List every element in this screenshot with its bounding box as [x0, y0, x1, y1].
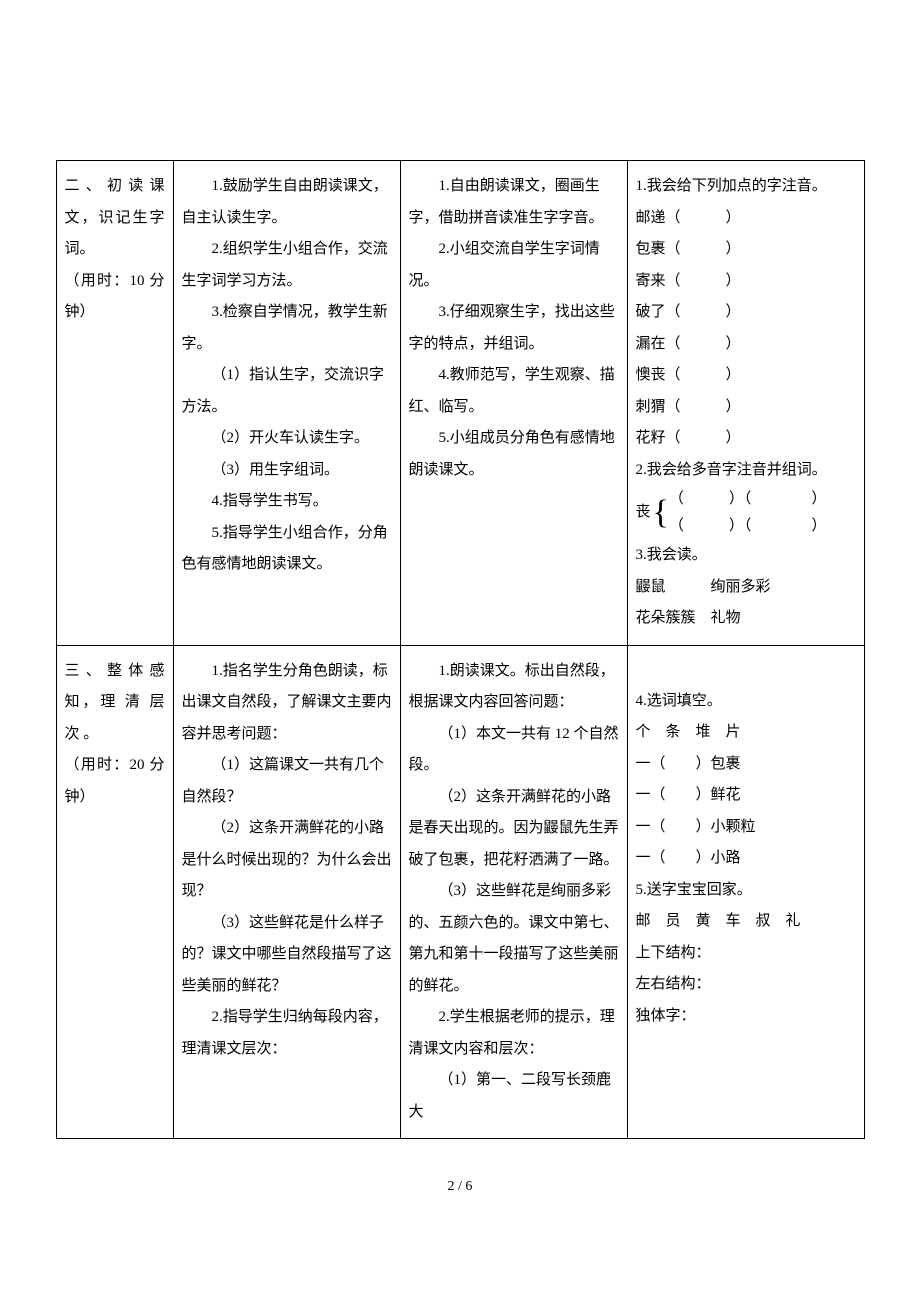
activity-item: 1.自由朗读课文，圈画生字，借助拼音读准生字字音。	[409, 171, 619, 234]
exercise-options: 个 条 堆 片	[636, 717, 856, 749]
teacher-activity-cell: 1.鼓励学生自由朗读课文，自主认读生字。 2.组织学生小组合作，交流生字词学习方…	[173, 161, 400, 646]
page-container: 二、初读课文，识记生字词。 （用时：10 分钟） 1.鼓励学生自由朗读课文，自主…	[0, 160, 920, 1195]
section-header-cell: 三、整体感知，理 清 层 次 。 （用时：20 分钟）	[56, 645, 173, 1139]
exercise-head: 1.我会给下列加点的字注音。	[636, 171, 856, 203]
exercise-item: 鼹鼠 绚丽多彩	[636, 572, 856, 604]
table-row: 二、初读课文，识记生字词。 （用时：10 分钟） 1.鼓励学生自由朗读课文，自主…	[56, 161, 864, 646]
exercise-item: 刺猬（ ）	[636, 392, 856, 424]
activity-item: （1）本文一共有 12 个自然段。	[409, 719, 619, 782]
activity-item: 3.仔细观察生字，找出这些字的特点，并组词。	[409, 297, 619, 360]
activity-item: （1）这篇课文一共有几个自然段？	[182, 750, 392, 813]
brace-icon: {	[653, 496, 669, 530]
exercise-item: 花籽（ ）	[636, 423, 856, 455]
activity-item: 3.检察自学情况，教学生新字。	[182, 297, 392, 360]
exercise-head: 2.我会给多音字注音并组词。	[636, 455, 856, 487]
activity-item: 1.鼓励学生自由朗读课文，自主认读生字。	[182, 171, 392, 234]
exercise-head: 4.选词填空。	[636, 686, 856, 718]
activity-item: （3）这些鲜花是绚丽多彩的、五颜六色的。课文中第七、第九和第十一段描写了这些美丽…	[409, 876, 619, 1002]
exercise-item: 一（ ）鲜花	[636, 780, 856, 812]
activity-item: 1.朗读课文。标出自然段，根据课文内容回答问题：	[409, 656, 619, 719]
activity-item: 1.指名学生分角色朗读，标出课文自然段，了解课文主要内容并思考问题：	[182, 656, 392, 751]
activity-item: 2.组织学生小组合作，交流生字词学习方法。	[182, 234, 392, 297]
brace-character: 丧	[636, 497, 651, 529]
activity-item: 5.指导学生小组合作，分角色有感情地朗读课文。	[182, 518, 392, 581]
activity-item: （2）这条开满鲜花的小路是春天出现的。因为鼹鼠先生弄破了包裹，把花籽洒满了一路。	[409, 782, 619, 877]
brace-line-top: （ ）（ ）	[669, 486, 827, 513]
exercise-head: 3.我会读。	[636, 540, 856, 572]
activity-item: （3）这些鲜花是什么样子的？课文中哪些自然段描写了这些美丽的鲜花？	[182, 908, 392, 1003]
exercise-item: 一（ ）包裹	[636, 749, 856, 781]
section-title: 二、初读课文，识记生字词。	[65, 171, 165, 266]
exercise-chars: 邮 员 黄 车 叔 礼	[636, 906, 856, 938]
activity-item: （1）指认生字，交流识字方法。	[182, 360, 392, 423]
page-number: 2 / 6	[0, 1179, 920, 1195]
exercise-cell: 1.我会给下列加点的字注音。 邮递（ ） 包裹（ ） 寄来（ ） 破了（ ） 漏…	[627, 161, 864, 646]
brace-line-bot: （ ）（ ）	[669, 513, 827, 540]
exercise-item: 一（ ）小路	[636, 843, 856, 875]
student-activity-cell: 1.自由朗读课文，圈画生字，借助拼音读准生字字音。 2.小组交流自学生字词情况。…	[400, 161, 627, 646]
activity-item: 5.小组成员分角色有感情地朗读课文。	[409, 423, 619, 486]
exercise-item: 独体字：	[636, 1001, 856, 1033]
exercise-item: 包裹（ ）	[636, 234, 856, 266]
activity-item: 2.指导学生归纳每段内容，理清课文层次：	[182, 1002, 392, 1065]
exercise-item: 懊丧（ ）	[636, 360, 856, 392]
activity-item: 2.学生根据老师的提示，理清课文内容和层次：	[409, 1002, 619, 1065]
section-time: （用时：20 分钟）	[65, 750, 165, 813]
exercise-item: 邮递（ ）	[636, 203, 856, 235]
exercise-item: 漏在（ ）	[636, 329, 856, 361]
activity-item: 2.小组交流自学生字词情况。	[409, 234, 619, 297]
lesson-table: 二、初读课文，识记生字词。 （用时：10 分钟） 1.鼓励学生自由朗读课文，自主…	[56, 160, 865, 1139]
section-title: 三、整体感知，理 清 层 次 。	[65, 656, 165, 751]
table-row: 三、整体感知，理 清 层 次 。 （用时：20 分钟） 1.指名学生分角色朗读，…	[56, 645, 864, 1139]
exercise-head: 5.送字宝宝回家。	[636, 875, 856, 907]
activity-item: （3）用生字组词。	[182, 455, 392, 487]
activity-item: （1）第一、二段写长颈鹿大	[409, 1065, 619, 1128]
exercise-item: 破了（ ）	[636, 297, 856, 329]
activity-item: （2）开火车认读生字。	[182, 423, 392, 455]
section-header-cell: 二、初读课文，识记生字词。 （用时：10 分钟）	[56, 161, 173, 646]
activity-item: 4.指导学生书写。	[182, 486, 392, 518]
exercise-item: 花朵簇簇 礼物	[636, 603, 856, 635]
exercise-cell: 4.选词填空。 个 条 堆 片 一（ ）包裹 一（ ）鲜花 一（ ）小颗粒 一（…	[627, 645, 864, 1139]
activity-item: （2）这条开满鲜花的小路是什么时候出现的？为什么会出现？	[182, 813, 392, 908]
exercise-item: 寄来（ ）	[636, 266, 856, 298]
exercise-item: 上下结构：	[636, 938, 856, 970]
student-activity-cell: 1.朗读课文。标出自然段，根据课文内容回答问题： （1）本文一共有 12 个自然…	[400, 645, 627, 1139]
brace-block: 丧 { （ ）（ ） （ ）（ ）	[636, 486, 856, 540]
teacher-activity-cell: 1.指名学生分角色朗读，标出课文自然段，了解课文主要内容并思考问题： （1）这篇…	[173, 645, 400, 1139]
exercise-item: 一（ ）小颗粒	[636, 812, 856, 844]
section-time: （用时：10 分钟）	[65, 266, 165, 329]
activity-item: 4.教师范写，学生观察、描红、临写。	[409, 360, 619, 423]
exercise-item: 左右结构：	[636, 969, 856, 1001]
